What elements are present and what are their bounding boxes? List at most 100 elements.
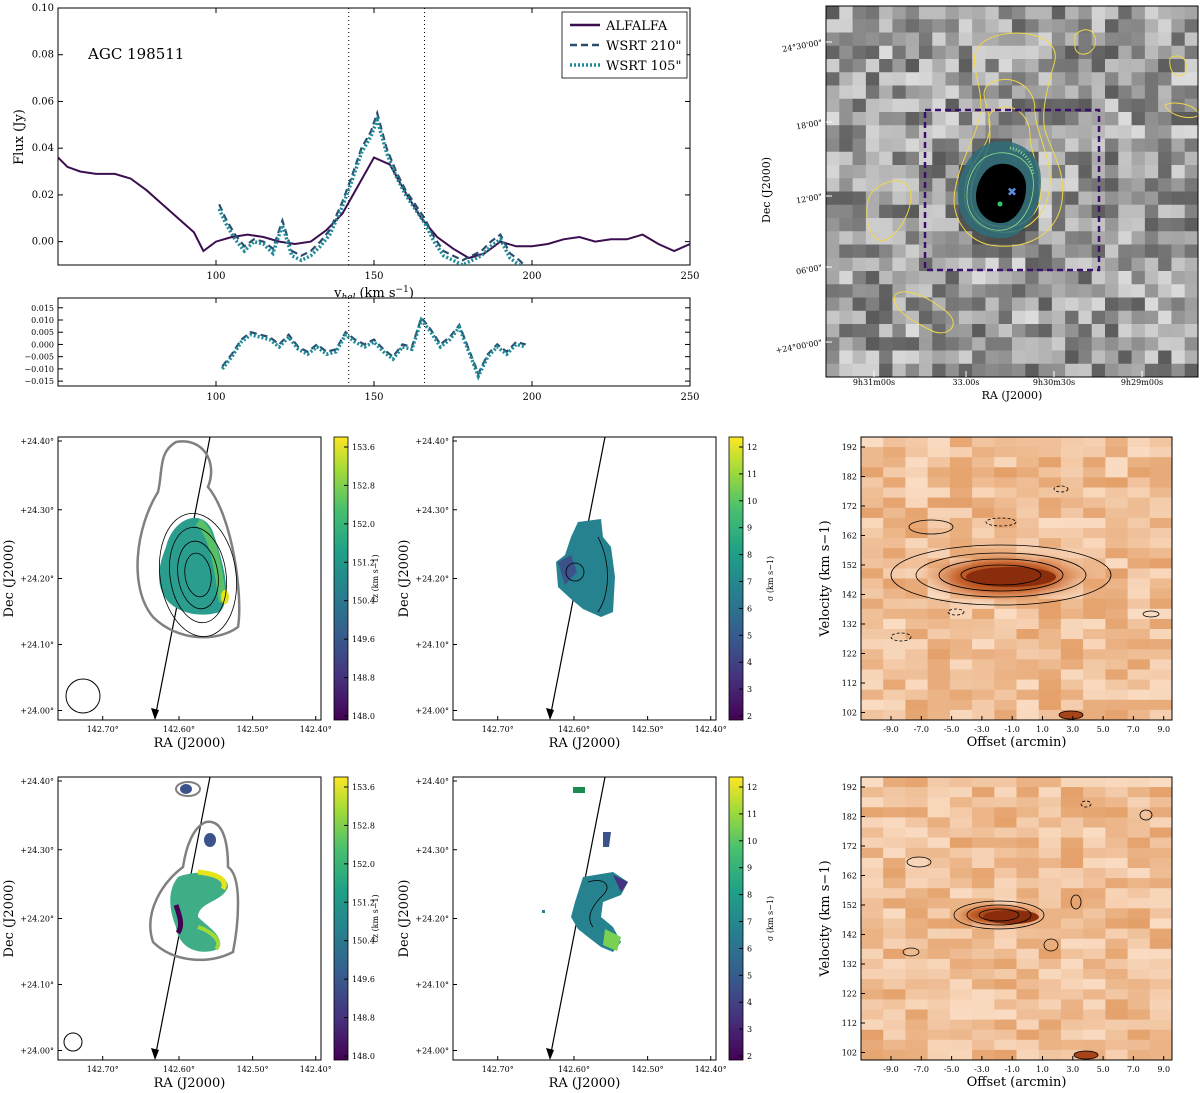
pv-pixel bbox=[1038, 517, 1062, 529]
pv-pixel bbox=[883, 1019, 906, 1031]
pv-contour bbox=[953, 900, 1045, 930]
x-tick-label: 142.70° bbox=[87, 1065, 119, 1074]
image-pixel bbox=[1025, 138, 1040, 153]
pv-pixel bbox=[1105, 608, 1129, 620]
pv-pixel bbox=[1060, 878, 1084, 889]
image-pixel bbox=[865, 324, 880, 338]
image-pixel bbox=[919, 151, 933, 166]
colorbar-tick-label: 6 bbox=[747, 604, 752, 613]
pv-pixel bbox=[1016, 1029, 1040, 1041]
image-pixel bbox=[1078, 271, 1093, 285]
image-pixel bbox=[919, 112, 933, 126]
pv-pixel bbox=[1060, 928, 1084, 940]
colorbar-tick-label: 2 bbox=[747, 712, 752, 721]
image-pixel bbox=[1158, 244, 1172, 259]
pv-pixel bbox=[927, 608, 951, 620]
pv-pixel bbox=[1060, 538, 1084, 549]
image-pixel bbox=[879, 32, 893, 47]
image-pixel bbox=[919, 32, 933, 47]
pv-pixel bbox=[1016, 847, 1040, 859]
image-pixel bbox=[1038, 231, 1053, 245]
image-pixel bbox=[1144, 218, 1159, 232]
pv-pixel bbox=[927, 517, 951, 529]
image-pixel bbox=[1065, 257, 1079, 272]
pv-pixel bbox=[1105, 598, 1129, 610]
image-pixel bbox=[839, 125, 854, 139]
image-pixel bbox=[1012, 284, 1026, 298]
image-pixel bbox=[958, 45, 973, 60]
image-pixel bbox=[865, 6, 880, 20]
pv-pixel bbox=[1105, 477, 1129, 488]
pv-pixel bbox=[972, 679, 995, 691]
pv-pixel bbox=[883, 979, 906, 990]
image-pixel bbox=[1038, 363, 1053, 377]
y-tick-label: +24.40° bbox=[415, 437, 449, 446]
image-pixel bbox=[1038, 19, 1053, 33]
image-pixel bbox=[852, 72, 867, 86]
image-pixel bbox=[1105, 72, 1119, 86]
pv-pixel bbox=[949, 797, 973, 808]
pv-pixel bbox=[905, 999, 929, 1010]
pv-pixel bbox=[905, 878, 929, 889]
pv-pixel bbox=[1149, 1019, 1172, 1031]
image-pixel bbox=[1171, 297, 1186, 312]
pv-pixel bbox=[1060, 517, 1084, 529]
image-pixel bbox=[932, 165, 947, 179]
pv-pixel bbox=[1060, 948, 1084, 960]
pv-pixel bbox=[1083, 1019, 1106, 1031]
pv-pixel bbox=[994, 777, 1017, 788]
y-tick-label: 182 bbox=[842, 813, 857, 822]
map-xlabel: RA (J2000) bbox=[549, 736, 621, 751]
image-pixel bbox=[1051, 32, 1066, 47]
pv-pixel bbox=[949, 1009, 973, 1021]
pv-pixel bbox=[1105, 837, 1129, 849]
pv-pixel bbox=[949, 507, 973, 519]
pv-pixel bbox=[1149, 847, 1172, 859]
image-pixel bbox=[892, 112, 907, 126]
y-tick-label: +24.10° bbox=[415, 981, 449, 990]
image-pixel bbox=[945, 125, 960, 139]
pv-pixel bbox=[1149, 837, 1172, 849]
y-tick-label: −0.010 bbox=[24, 365, 54, 374]
image-pixel bbox=[1144, 98, 1159, 113]
pv-pixel bbox=[1149, 568, 1172, 579]
image-pixel bbox=[1065, 244, 1079, 259]
x-tick-label: 9h29m00s bbox=[1121, 378, 1163, 387]
pv-pixel bbox=[1149, 898, 1172, 909]
image-pixel bbox=[852, 165, 867, 179]
image-pixel bbox=[892, 98, 907, 113]
x-tick-label: 150 bbox=[364, 271, 383, 282]
pv-pixel bbox=[1105, 787, 1129, 798]
image-pixel bbox=[1065, 324, 1079, 338]
pv-pixel bbox=[994, 969, 1017, 980]
image-pixel bbox=[972, 6, 986, 20]
image-pixel bbox=[985, 257, 1000, 272]
image-pixel bbox=[1118, 337, 1133, 351]
image-pixel bbox=[1158, 284, 1172, 298]
image-pixel bbox=[919, 350, 933, 365]
pv-pixel bbox=[1038, 958, 1062, 970]
image-pixel bbox=[905, 6, 920, 20]
pv-pixel bbox=[1127, 928, 1151, 940]
image-pixel bbox=[1038, 244, 1053, 259]
colorbar-tick-label: 148.0 bbox=[352, 1052, 375, 1061]
pv-pixel bbox=[883, 827, 906, 839]
image-pixel bbox=[919, 85, 933, 100]
image-pixel bbox=[1118, 271, 1133, 285]
image-pixel bbox=[919, 363, 933, 377]
pv-contour bbox=[960, 564, 1042, 586]
image-pixel bbox=[1171, 72, 1186, 86]
pv-pixel bbox=[883, 568, 906, 579]
pv-pixel bbox=[861, 709, 884, 720]
pv-pixel bbox=[883, 958, 906, 970]
pv-pixel bbox=[949, 669, 973, 681]
y-tick-label: 152 bbox=[842, 561, 857, 570]
pv-pixel bbox=[949, 898, 973, 909]
pv-pixel bbox=[1127, 517, 1151, 529]
pv-pixel bbox=[905, 467, 929, 478]
pv-pixel bbox=[1016, 837, 1040, 849]
pv-contour bbox=[902, 947, 920, 957]
image-pixel bbox=[932, 324, 947, 338]
pv-pixel bbox=[994, 1029, 1017, 1041]
image-pixel bbox=[839, 151, 854, 166]
